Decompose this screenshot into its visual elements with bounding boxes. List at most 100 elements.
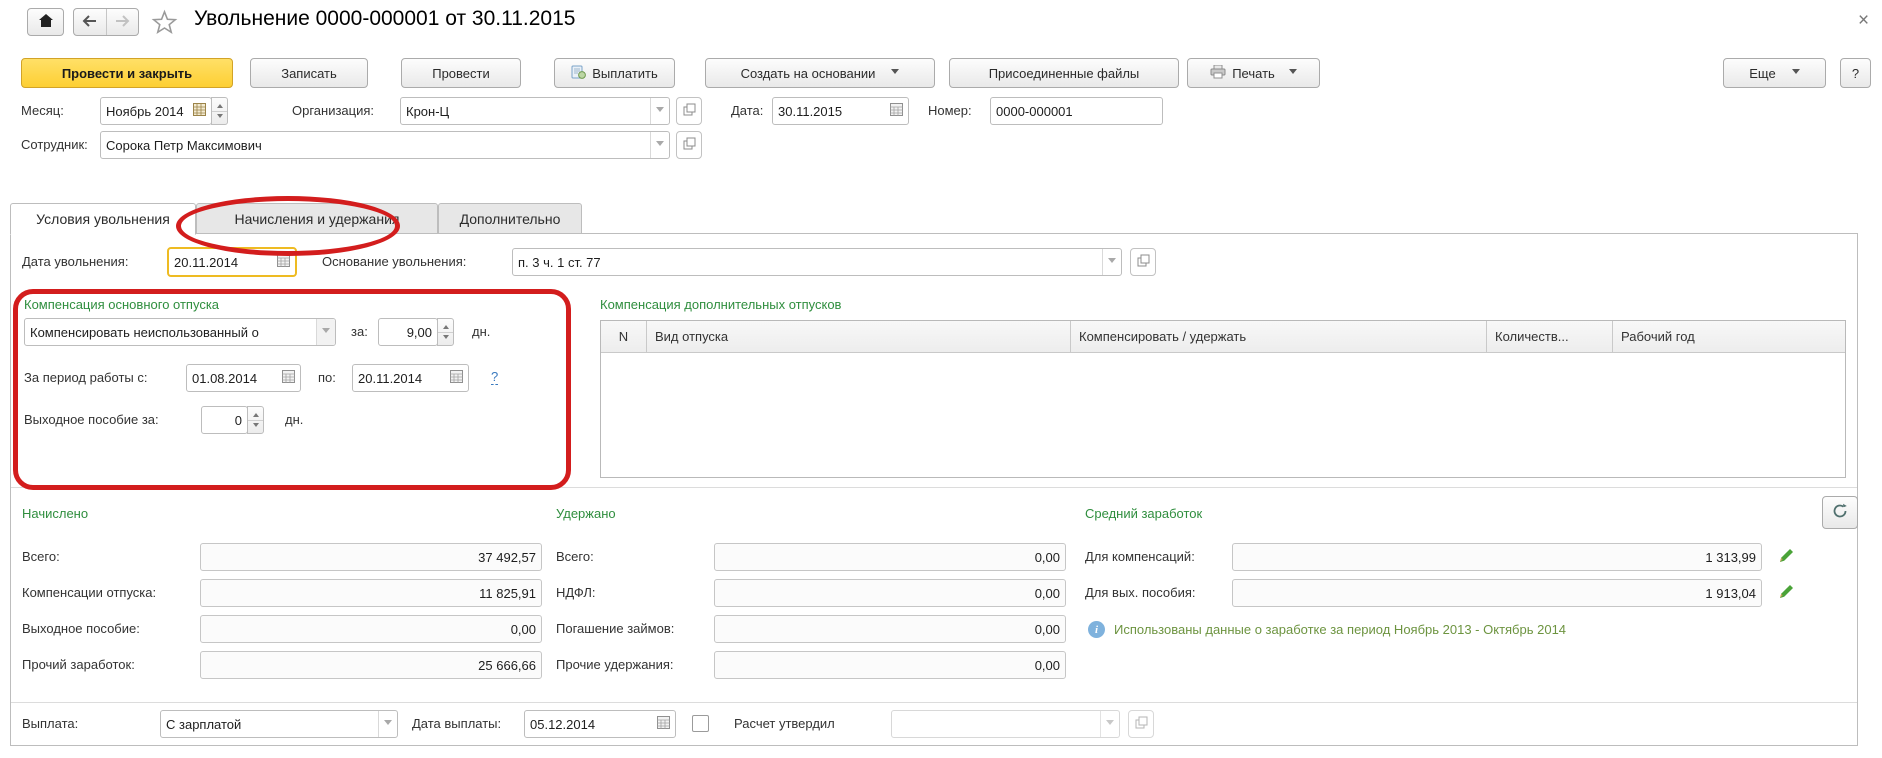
doc-number-field[interactable]: 0000-000001 bbox=[990, 97, 1163, 125]
organization-label: Организация: bbox=[292, 103, 375, 118]
attached-files-button[interactable]: Присоединенные файлы bbox=[949, 58, 1179, 88]
refresh-button[interactable] bbox=[1822, 496, 1858, 529]
home-icon bbox=[38, 13, 54, 31]
column-header-vacation-type[interactable]: Вид отпуска bbox=[647, 321, 1071, 352]
period-to-field[interactable]: 20.11.2014 bbox=[352, 364, 469, 392]
payment-dropdown-arrow[interactable] bbox=[378, 711, 397, 737]
pay-icon bbox=[571, 64, 587, 82]
edit-pencil-icon[interactable] bbox=[1778, 547, 1795, 567]
favorite-star-icon[interactable] bbox=[151, 9, 178, 39]
forward-arrow-icon bbox=[114, 14, 130, 30]
write-button[interactable]: Записать bbox=[250, 58, 368, 88]
withheld-loans-field[interactable]: 0,00 bbox=[714, 615, 1066, 643]
employee-dropdown-arrow[interactable] bbox=[650, 132, 669, 158]
organization-dropdown-arrow[interactable] bbox=[650, 98, 669, 124]
accrued-total-field[interactable]: 37 492,57 bbox=[200, 543, 542, 571]
withheld-total-field[interactable]: 0,00 bbox=[714, 543, 1066, 571]
withheld-row-label: Погашение займов: bbox=[556, 621, 675, 636]
period-help-link[interactable]: ? bbox=[491, 369, 499, 385]
reason-dropdown-arrow[interactable] bbox=[1102, 249, 1121, 275]
pay-button[interactable]: Выплатить bbox=[554, 58, 675, 88]
dismissal-reason-label: Основание увольнения: bbox=[322, 254, 467, 269]
approver-dropdown-arrow[interactable] bbox=[1100, 711, 1119, 737]
accrued-severance-field[interactable]: 0,00 bbox=[200, 615, 542, 643]
payment-select[interactable]: С зарплатой bbox=[160, 710, 398, 738]
additional-vacations-table[interactable]: N Вид отпуска Компенсировать / удержать … bbox=[600, 320, 1846, 478]
reason-open-button[interactable] bbox=[1130, 248, 1156, 276]
period-from-field[interactable]: 01.08.2014 bbox=[186, 364, 301, 392]
approved-checkbox[interactable] bbox=[692, 715, 709, 732]
column-header-compensate[interactable]: Компенсировать / удержать bbox=[1071, 321, 1487, 352]
accrued-row-label: Всего: bbox=[22, 549, 60, 564]
close-icon[interactable]: × bbox=[1858, 10, 1870, 31]
earnings-info-row: i Использованы данные о заработке за пер… bbox=[1088, 621, 1566, 638]
dismissal-date-label: Дата увольнения: bbox=[22, 254, 129, 269]
average-compensation-field[interactable]: 1 313,99 bbox=[1232, 543, 1762, 571]
month-stepper[interactable] bbox=[211, 97, 228, 125]
additional-vacations-title: Компенсация дополнительных отпусков bbox=[600, 297, 842, 312]
compensation-mode-arrow[interactable] bbox=[316, 319, 335, 345]
doc-date-field[interactable]: 30.11.2015 bbox=[772, 97, 909, 125]
dismissal-reason-field[interactable]: п. 3 ч. 1 ст. 77 bbox=[512, 248, 1122, 276]
compensation-days-field[interactable]: 9,00 bbox=[378, 318, 438, 346]
calendar-icon[interactable] bbox=[277, 254, 290, 270]
calendar-icon[interactable] bbox=[890, 103, 903, 119]
employee-label: Сотрудник: bbox=[21, 137, 88, 152]
average-severance-field[interactable]: 1 913,04 bbox=[1232, 579, 1762, 607]
column-header-n[interactable]: N bbox=[601, 321, 647, 352]
create-based-on-button[interactable]: Создать на основании bbox=[705, 58, 935, 88]
calendar-icon[interactable] bbox=[657, 716, 670, 732]
main-vacation-title: Компенсация основного отпуска bbox=[24, 297, 220, 312]
post-button[interactable]: Провести bbox=[401, 58, 521, 88]
organization-field[interactable]: Крон-Ц bbox=[400, 97, 670, 125]
help-button[interactable]: ? bbox=[1840, 58, 1871, 88]
open-link-icon bbox=[1135, 716, 1148, 732]
dismissal-date-field[interactable]: 20.11.2014 bbox=[167, 247, 297, 277]
withheld-row-label: НДФЛ: bbox=[556, 585, 596, 600]
month-field[interactable]: Ноябрь 2014 bbox=[100, 97, 212, 125]
chevron-down-icon bbox=[1288, 68, 1297, 78]
payment-date-field[interactable]: 05.12.2014 bbox=[524, 710, 676, 738]
payment-label: Выплата: bbox=[22, 716, 79, 731]
tab-dismissal-terms[interactable]: Условия увольнения bbox=[10, 203, 196, 235]
back-button[interactable] bbox=[74, 9, 107, 35]
withheld-other-field[interactable]: 0,00 bbox=[714, 651, 1066, 679]
print-button[interactable]: Печать bbox=[1187, 58, 1320, 88]
severance-days-field[interactable]: 0 bbox=[201, 406, 248, 434]
tab-accruals-deductions[interactable]: Начисления и удержания bbox=[196, 203, 438, 234]
organization-open-button[interactable] bbox=[676, 97, 702, 125]
accrued-title: Начислено bbox=[22, 506, 89, 521]
month-picker-icon[interactable] bbox=[193, 103, 206, 119]
employee-field[interactable]: Сорока Петр Максимович bbox=[100, 131, 670, 159]
calendar-icon[interactable] bbox=[282, 370, 295, 386]
post-and-close-button[interactable]: Провести и закрыть bbox=[21, 58, 233, 88]
severance-days-stepper[interactable] bbox=[247, 406, 264, 434]
printer-icon bbox=[1210, 64, 1226, 82]
edit-pencil-icon[interactable] bbox=[1778, 583, 1795, 603]
employee-open-button[interactable] bbox=[676, 131, 702, 159]
accrued-other-field[interactable]: 25 666,66 bbox=[200, 651, 542, 679]
withheld-ndfl-field[interactable]: 0,00 bbox=[714, 579, 1066, 607]
tab-additional[interactable]: Дополнительно bbox=[438, 203, 582, 234]
accrued-vacation-comp-field[interactable]: 11 825,91 bbox=[200, 579, 542, 607]
info-icon: i bbox=[1088, 621, 1105, 638]
open-link-icon bbox=[683, 103, 696, 119]
compensation-mode-select[interactable]: Компенсировать неиспользованный о bbox=[24, 318, 336, 346]
column-header-quantity[interactable]: Количеств... bbox=[1487, 321, 1613, 352]
withheld-title: Удержано bbox=[556, 506, 616, 521]
period-to-label: по: bbox=[318, 370, 336, 385]
approver-open-button[interactable] bbox=[1128, 710, 1154, 738]
forward-button[interactable] bbox=[107, 9, 139, 35]
home-button[interactable] bbox=[27, 8, 64, 36]
compensation-days-stepper[interactable] bbox=[437, 318, 454, 346]
average-row-label: Для компенсаций: bbox=[1085, 549, 1195, 564]
calendar-icon[interactable] bbox=[450, 370, 463, 386]
section-divider bbox=[11, 487, 1857, 488]
month-label: Месяц: bbox=[21, 103, 64, 118]
column-header-work-year[interactable]: Рабочий год bbox=[1613, 321, 1845, 352]
more-button[interactable]: Еще bbox=[1723, 58, 1826, 88]
accrued-row-label: Компенсации отпуска: bbox=[22, 585, 157, 600]
approver-field[interactable] bbox=[891, 710, 1120, 738]
doc-date-label: Дата: bbox=[731, 103, 764, 118]
